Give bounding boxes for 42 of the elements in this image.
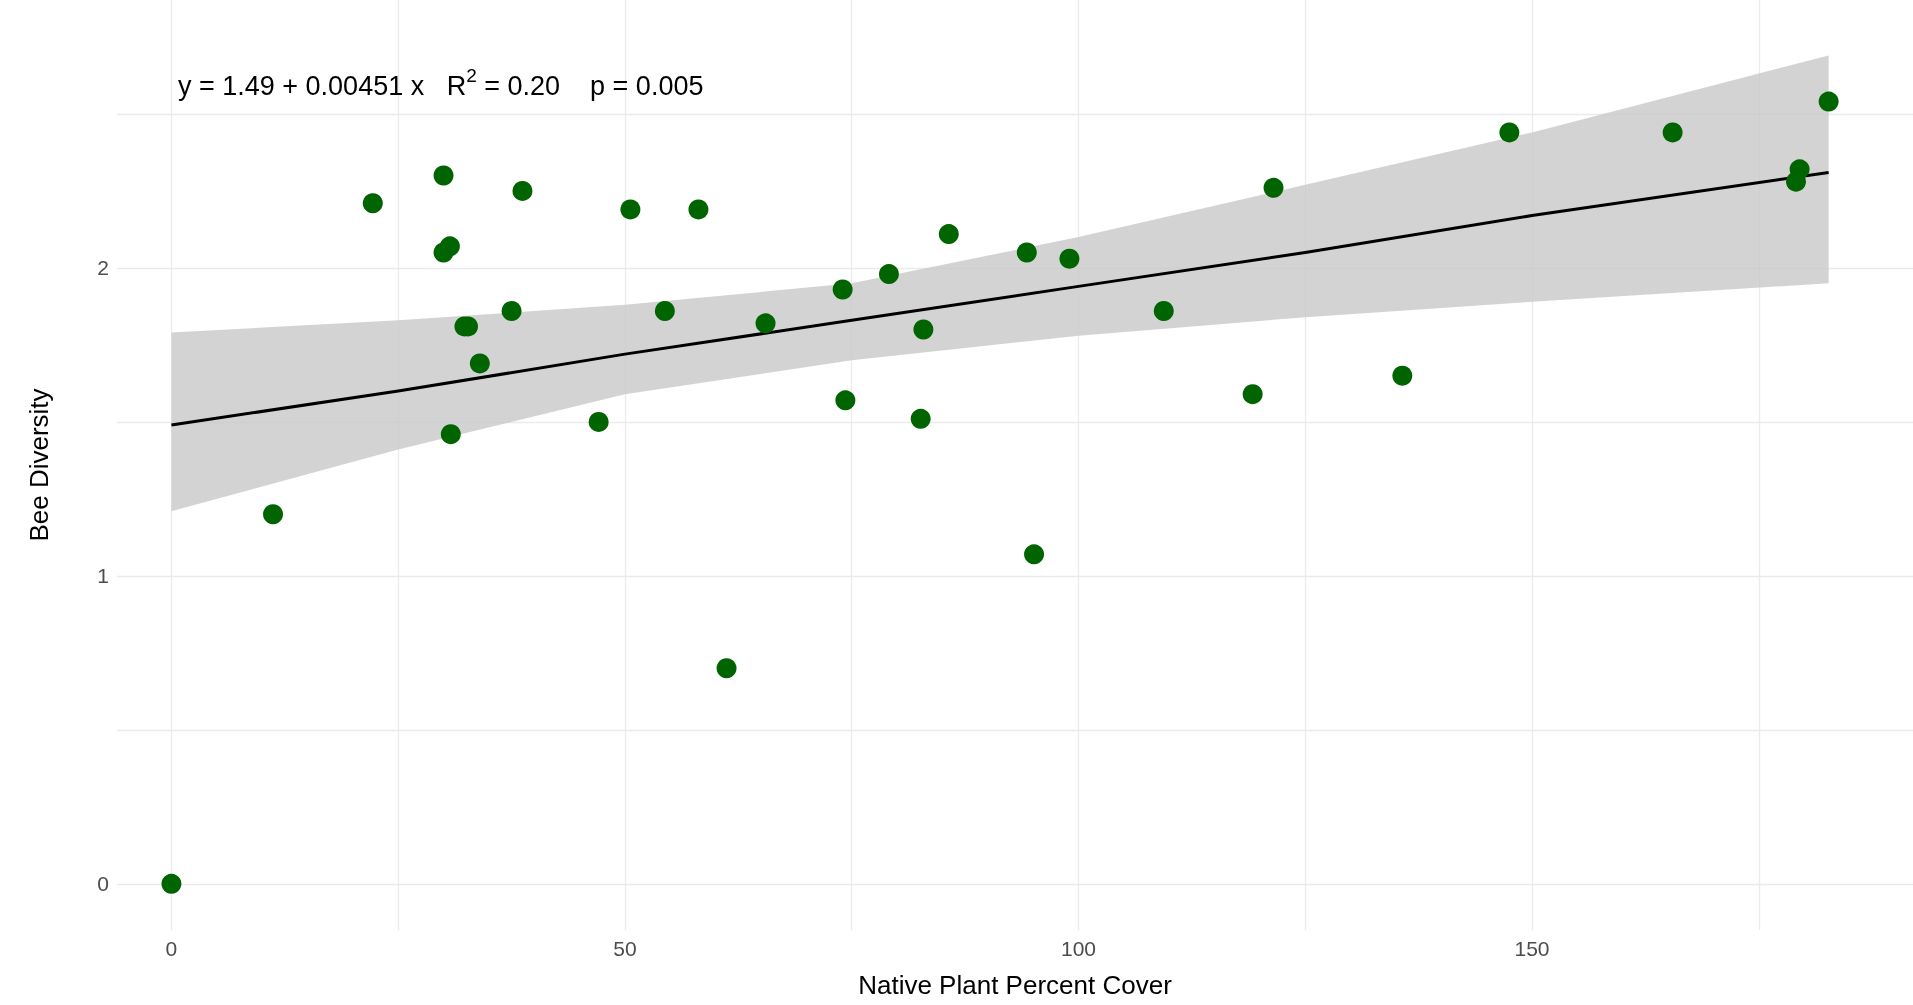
point xyxy=(938,224,959,245)
point xyxy=(362,193,383,214)
point xyxy=(832,279,853,300)
point xyxy=(440,424,461,445)
point xyxy=(433,165,454,186)
point xyxy=(1153,301,1174,322)
y-tick-label: 1 xyxy=(97,564,109,588)
point xyxy=(1016,242,1037,263)
point xyxy=(263,504,284,525)
point xyxy=(439,236,460,257)
point xyxy=(755,313,776,334)
point xyxy=(512,180,533,201)
point xyxy=(910,408,931,429)
point xyxy=(1499,122,1520,143)
point xyxy=(620,199,641,220)
point xyxy=(688,199,709,220)
point xyxy=(588,411,609,432)
x-tick-label: 100 xyxy=(1060,937,1097,960)
point xyxy=(469,353,490,374)
y-tick-label: 0 xyxy=(97,872,109,896)
point xyxy=(1392,365,1413,386)
x-tick-label: 150 xyxy=(1514,937,1550,960)
y-tick-label: 2 xyxy=(97,256,109,280)
point xyxy=(1263,177,1284,198)
point xyxy=(878,264,899,285)
point xyxy=(835,390,856,411)
x-tick-label: 0 xyxy=(165,937,178,960)
point xyxy=(716,658,737,679)
point xyxy=(501,301,522,322)
point xyxy=(1786,171,1806,192)
point xyxy=(1662,122,1683,143)
x-tick-label: 50 xyxy=(613,937,637,960)
point xyxy=(654,301,675,322)
line-series xyxy=(169,170,1831,427)
point xyxy=(1818,91,1839,112)
point xyxy=(161,873,182,894)
x-axis-title: Native Plant Percent Cover xyxy=(858,970,1173,1000)
point xyxy=(1059,248,1080,269)
y-axis-title: Bee Diversity xyxy=(24,388,54,542)
point xyxy=(1024,544,1045,565)
point xyxy=(913,319,934,340)
point xyxy=(1242,384,1263,405)
